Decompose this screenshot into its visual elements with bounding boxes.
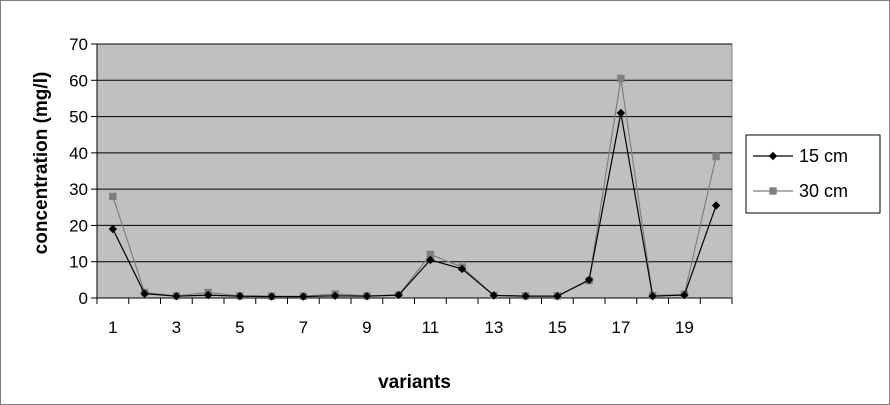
series-layer [108, 74, 721, 301]
x-axis-title: variants [378, 372, 451, 393]
plot-area [96, 43, 733, 299]
data-point-diamond [616, 108, 626, 118]
y-tick-label: 70 [69, 35, 88, 54]
x-tick-label: 5 [235, 318, 244, 337]
data-point-diamond [553, 291, 562, 301]
data-point-diamond [330, 291, 340, 301]
y-tick-label: 40 [69, 144, 88, 163]
data-point-diamond [140, 289, 149, 298]
x-tick-label: 13 [484, 318, 503, 337]
y-tick-label: 50 [69, 108, 88, 127]
data-point-diamond [426, 255, 435, 265]
data-point-square [617, 74, 625, 83]
x-tick-label: 7 [299, 318, 308, 337]
y-axis: 0 10 20 30 40 50 60 70 [69, 35, 98, 308]
y-tick-label: 30 [69, 180, 88, 199]
y-axis-title: concentration (mg/l) [31, 72, 52, 255]
data-point-diamond [299, 292, 308, 301]
data-point-diamond [235, 291, 245, 301]
y-tick-label: 60 [69, 71, 88, 90]
data-point-diamond [362, 291, 372, 301]
data-point-square [109, 192, 117, 201]
data-point-diamond [267, 292, 276, 301]
legend-item: 15 cm [753, 146, 848, 166]
y-tick-label: 20 [69, 216, 88, 235]
x-tick-label: 17 [611, 318, 630, 337]
series-line [112, 112, 717, 298]
data-point-diamond [584, 275, 594, 285]
data-point-diamond [768, 151, 778, 161]
data-point-diamond [203, 290, 213, 300]
data-point-diamond [108, 224, 118, 234]
data-point-square [426, 250, 435, 259]
data-point-diamond [711, 201, 721, 210]
y-tick-label: 0 [79, 289, 88, 308]
y-tick-label: 10 [69, 253, 88, 272]
legend: 15 cm 30 cm [745, 134, 881, 214]
data-point-square [769, 187, 777, 195]
x-axis: 1 3 5 7 9 11 13 15 17 19 [96, 297, 733, 337]
data-point-diamond [648, 291, 657, 301]
legend-box [745, 134, 881, 214]
legend-item: 30 cm [753, 181, 848, 201]
x-tick-label: 1 [108, 318, 117, 337]
x-tick-label: 15 [548, 318, 567, 337]
data-point-diamond [521, 291, 530, 301]
series-line [112, 78, 717, 297]
x-tick-label: 9 [362, 318, 371, 337]
x-tick-label: 3 [172, 318, 181, 337]
data-point-diamond [457, 264, 467, 274]
data-point-diamond [489, 291, 499, 300]
x-tick-label: 11 [422, 318, 440, 337]
legend-label: 15 cm [799, 146, 848, 166]
legend-label: 30 cm [799, 181, 848, 201]
series-15-cm [108, 108, 721, 301]
x-tick-label: 19 [675, 318, 694, 337]
data-point-diamond [680, 290, 689, 300]
data-point-diamond [394, 290, 403, 300]
data-point-square [712, 152, 720, 161]
data-point-diamond [172, 291, 181, 301]
